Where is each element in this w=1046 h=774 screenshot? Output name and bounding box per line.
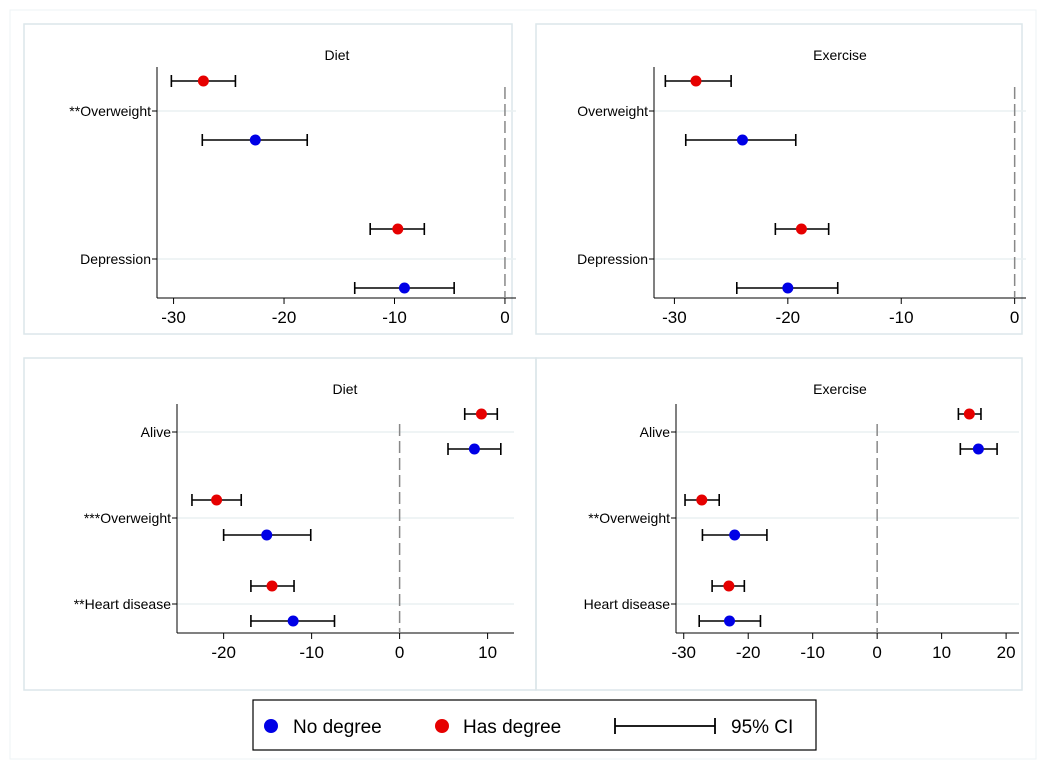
x-tick-label: 10 [932, 643, 951, 662]
x-tick-label: 0 [500, 308, 509, 327]
y-tick-label: Alive [141, 424, 172, 440]
x-tick-label: 10 [478, 643, 497, 662]
x-tick-label: 0 [1010, 308, 1019, 327]
legend-label-no-degree: No degree [293, 717, 382, 738]
y-tick-label: Heart disease [584, 596, 671, 612]
point-has-degree [723, 580, 735, 592]
x-tick-label: -10 [299, 643, 324, 662]
panel-2: Exercise Overweight Depression -30 -20 -10 0 [535, 23, 1026, 335]
x-tick-label: -20 [776, 308, 801, 327]
x-tick-label: -10 [800, 643, 825, 662]
legend-box [252, 699, 817, 751]
panel-1: Diet **Overweight Depression -30 -20 -10 0 [23, 23, 516, 335]
x-tick-label: -10 [382, 308, 407, 327]
y-tick-label: ***Overweight [84, 510, 171, 526]
point-no-degree [287, 615, 299, 627]
x-tick-label: -20 [272, 308, 297, 327]
point-no-degree [736, 134, 748, 146]
x-tick-label: 20 [997, 643, 1016, 662]
y-tick-label: **Heart disease [74, 596, 171, 612]
point-no-degree [724, 615, 736, 627]
x-tick-label: -10 [889, 308, 914, 327]
x-tick-label: 0 [872, 643, 881, 662]
legend: No degree Has degree 95% CI [252, 699, 817, 751]
point-has-degree [266, 580, 278, 592]
panel-border [535, 23, 1023, 335]
point-no-degree [398, 282, 410, 294]
point-has-degree [211, 494, 223, 506]
point-no-degree [729, 529, 741, 541]
panel-title: Exercise [813, 381, 867, 397]
y-tick-label: Alive [640, 424, 671, 440]
y-tick-label: Depression [80, 251, 151, 267]
point-no-degree [468, 443, 480, 455]
panel-title: Diet [333, 381, 358, 397]
x-tick-label: -30 [671, 643, 696, 662]
x-tick-label: -30 [662, 308, 687, 327]
point-has-degree [795, 223, 807, 235]
y-tick-label: Depression [577, 251, 648, 267]
legend-ci-symbol [614, 718, 716, 734]
point-has-degree [963, 408, 975, 420]
legend-marker-no-degree [264, 719, 278, 733]
y-tick-label: Overweight [577, 103, 648, 119]
point-has-degree [392, 223, 404, 235]
legend-marker-has-degree [435, 719, 449, 733]
point-no-degree [972, 443, 984, 455]
x-tick-label: -30 [161, 308, 186, 327]
point-has-degree [197, 75, 209, 87]
point-has-degree [690, 75, 702, 87]
y-tick-label: **Overweight [69, 103, 151, 119]
panel-4: Exercise Alive **Overweight Heart disease -3… [535, 357, 1023, 691]
point-no-degree [782, 282, 794, 294]
panel-title: Exercise [813, 47, 867, 63]
point-has-degree [475, 408, 487, 420]
panel-title: Diet [325, 47, 350, 63]
x-tick-label: -20 [211, 643, 236, 662]
x-tick-label: -20 [736, 643, 761, 662]
legend-label-ci: 95% CI [731, 717, 793, 738]
point-has-degree [696, 494, 708, 506]
figure-frame [9, 9, 1037, 760]
panel-border [23, 23, 513, 335]
panel-3: Diet Alive ***Overweight **Heart disease -20… [23, 357, 537, 691]
point-no-degree [249, 134, 261, 146]
panel-border [535, 357, 1023, 691]
point-no-degree [261, 529, 273, 541]
y-tick-label: **Overweight [588, 510, 670, 526]
legend-label-has-degree: Has degree [463, 717, 561, 738]
x-tick-label: 0 [395, 643, 404, 662]
